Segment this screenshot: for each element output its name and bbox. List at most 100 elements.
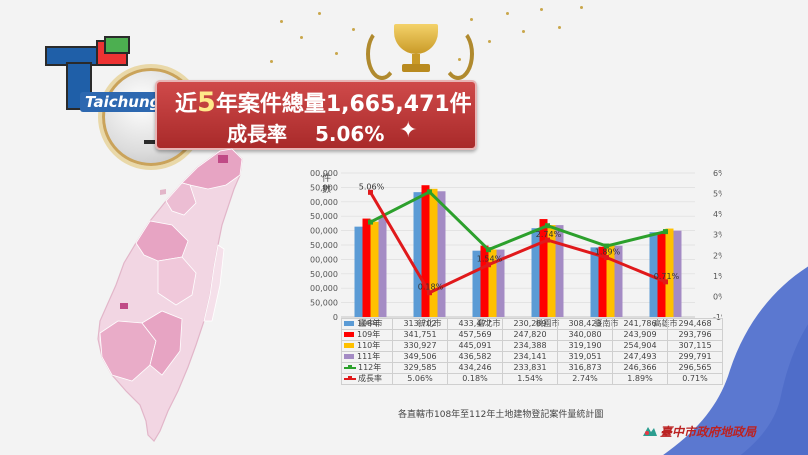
y-axis-label: 件數 (322, 174, 332, 195)
table-cell: 329,585 (392, 362, 448, 374)
bar-108年 (649, 232, 658, 317)
legend-swatch (344, 354, 354, 359)
marker-central (120, 303, 128, 309)
y2-tick-label: 4% (713, 210, 722, 219)
series-legend: 111年 (341, 351, 393, 363)
point-112年 (604, 243, 609, 249)
y-tick-label: 200,000 (310, 255, 338, 264)
bar-108年 (590, 247, 599, 317)
y-tick-label: 400,000 (310, 198, 338, 207)
y2-axis-ticks: 6% 5% 4% 3% 2% 1% 0% -1% (713, 169, 722, 322)
region-east (203, 244, 225, 322)
growth-value: 5.06% (315, 122, 385, 146)
y-tick-label: 0 (333, 313, 338, 322)
bar-108年 (531, 228, 540, 317)
table-cell: 1.89% (612, 373, 668, 385)
table-cell: 2.74% (557, 373, 613, 385)
table-cell: 230,289 (502, 318, 558, 330)
corner-decoration (663, 266, 808, 455)
table-cell: 1.54% (502, 373, 558, 385)
point-112年 (486, 247, 491, 253)
table-cell: 5.06% (392, 373, 448, 385)
bar-110年 (488, 249, 497, 317)
table-cell: 434,246 (447, 362, 503, 374)
point-112年 (663, 229, 668, 235)
bureau-mark-icon (643, 427, 657, 436)
table-cell: 319,190 (557, 340, 613, 352)
y-tick-label: 500,000 (310, 169, 338, 178)
sparkle-icon: ✦ (399, 118, 418, 143)
y-tick-label: 300,000 (310, 227, 338, 236)
bar-110年 (370, 221, 379, 317)
series-legend: 109年 (341, 329, 393, 341)
bar-111年 (673, 230, 682, 317)
bureau-name: 臺中市政府地政局 (660, 425, 757, 439)
y-tick-label: 250,000 (310, 241, 338, 250)
table-cell: 0.18% (447, 373, 503, 385)
bars (354, 185, 682, 317)
growth-rate-label: 2.74% (536, 230, 562, 239)
legend-swatch (344, 375, 356, 380)
series-name: 112年 (358, 363, 382, 372)
bar-108年 (472, 250, 481, 317)
y2-tick-label: 2% (713, 251, 722, 260)
summary-banner: 近5年案件總量1,665,471件 成長率 5.06% ✦ (155, 80, 477, 150)
line-112年 (369, 190, 666, 252)
region-kaohsiung (141, 310, 183, 376)
table-cell: 330,927 (392, 340, 448, 352)
region-taichung (135, 220, 189, 262)
growth-label: 成長率 (227, 122, 287, 146)
table-cell: 340,080 (557, 329, 613, 341)
table-cell: 299,791 (667, 351, 723, 363)
series-name: 109年 (357, 330, 381, 339)
bar-110年 (547, 225, 556, 317)
table-cell: 457,569 (447, 329, 503, 341)
bar-109年 (480, 245, 489, 317)
table-cell: 313,702 (392, 318, 448, 330)
taiwan-map (97, 148, 243, 442)
series-name: 108年 (357, 319, 381, 328)
y-axis-ticks: 500,000 450,000 400,000 350,000 300,000 250,0… (310, 169, 338, 322)
y2-tick-label: 1% (713, 272, 722, 281)
chart-title: 各直轄市108年至112年土地建物登記案件量統計圖 (398, 410, 604, 420)
table-cell: 436,582 (447, 351, 503, 363)
growth-rate-line: 成長率 5.06% (227, 118, 384, 147)
bar-110年 (665, 228, 674, 317)
table-cell: 247,820 (502, 329, 558, 341)
bar-111年 (555, 225, 564, 317)
point-成長率 (486, 262, 491, 268)
bar-110年 (606, 243, 615, 317)
y-tick-label: 150,000 (310, 270, 338, 279)
table-cell: 433,477 (447, 318, 503, 330)
table-row: 109年 341,751 457,569 247,820 340,080 243,909 2… (341, 329, 723, 341)
y-tick-label: 350,000 (310, 212, 338, 221)
table-cell: 316,873 (557, 362, 613, 374)
bar-108年 (413, 192, 422, 317)
total-years: 5 (197, 87, 216, 118)
table-cell: 234,141 (502, 351, 558, 363)
point-成長率 (427, 290, 432, 296)
taichung-logo: Taichung (40, 36, 200, 166)
growth-rate-label: 1.89% (595, 248, 621, 257)
penghu-islands (160, 189, 166, 195)
legend-swatch (344, 332, 354, 337)
legend-swatch (344, 364, 356, 369)
y2-tick-label: 6% (713, 169, 722, 178)
table-cell: 0.71% (667, 373, 723, 385)
gridlines (341, 172, 695, 318)
point-成長率 (545, 237, 550, 243)
series-name: 成長率 (358, 374, 382, 383)
table-cell: 319,051 (557, 351, 613, 363)
y2-tick-label: 3% (713, 231, 722, 240)
table-cell: 445,091 (447, 340, 503, 352)
growth-rate-label: 0.18% (418, 283, 444, 292)
bar-109年 (421, 185, 430, 317)
bar-109年 (598, 246, 607, 317)
series-legend: 成長率 (341, 373, 393, 385)
point-成長率 (604, 255, 609, 261)
trophy-icon (362, 14, 474, 84)
bar-108年 (354, 226, 363, 317)
growth-rate-label: 0.71% (654, 272, 680, 281)
lines (368, 189, 668, 296)
